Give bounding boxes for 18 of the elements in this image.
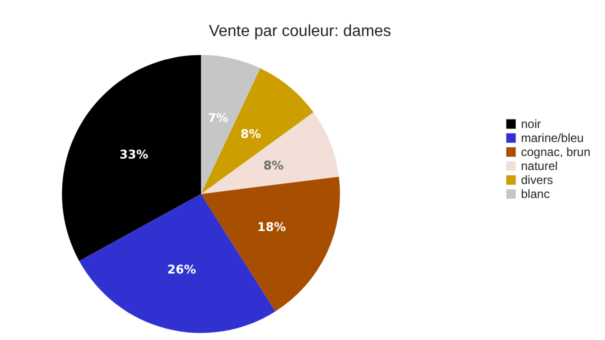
legend-label: divers xyxy=(521,173,554,187)
pie-slice xyxy=(201,55,260,194)
data-label: 8% xyxy=(263,158,284,172)
data-label: 26% xyxy=(167,262,196,277)
pie-slice xyxy=(201,112,339,194)
legend-label: marine/bleu xyxy=(521,131,584,145)
data-label: 33% xyxy=(119,147,148,162)
chart-title: Vente par couleur: dames xyxy=(208,23,392,40)
legend-label: noir xyxy=(521,117,542,131)
legend-label: blanc xyxy=(521,187,550,201)
pie-slice xyxy=(62,55,201,261)
data-label: 18% xyxy=(257,220,286,234)
data-label: 8% xyxy=(240,126,261,141)
legend-label: naturel xyxy=(521,159,558,173)
legend-label: cognac, brun xyxy=(521,145,590,159)
pie-slice xyxy=(201,176,340,312)
data-label: 7% xyxy=(208,110,228,125)
pie-slice xyxy=(201,68,314,194)
